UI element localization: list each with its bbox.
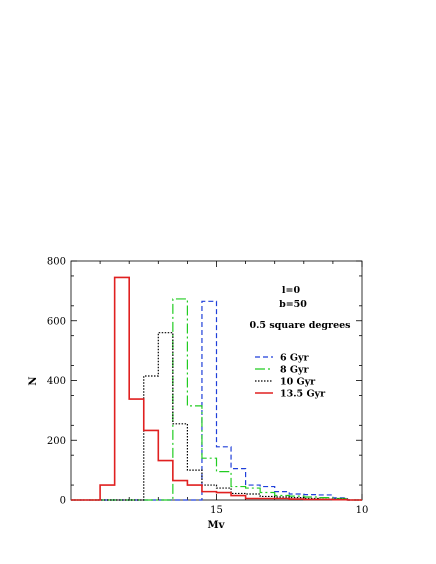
series-10-gyr-line	[71, 332, 362, 501]
annotation-area: 0.5 square degrees	[249, 320, 350, 331]
tick-labels: 0 200 400 600 800 15 10	[47, 257, 368, 517]
axis-ticks	[71, 260, 363, 501]
series-13-5-gyr-line	[71, 276, 362, 501]
annotation-b: b=50	[279, 299, 307, 310]
legend-label: 10 Gyr	[280, 377, 316, 388]
legend-label: 6 Gyr	[280, 353, 310, 364]
x-tick-label: 15	[210, 505, 223, 516]
legend-label: 8 Gyr	[280, 365, 310, 376]
series-group	[71, 276, 362, 501]
y-tick-label: 0	[60, 496, 66, 507]
x-axis-label: Mv	[208, 520, 226, 531]
y-tick-label: 400	[47, 376, 66, 387]
annotation-l: l=0	[282, 285, 301, 296]
y-tick-label: 600	[47, 316, 66, 327]
y-tick-label: 200	[47, 436, 66, 447]
y-axis-label: N	[28, 376, 39, 385]
series-8-gyr-line	[71, 298, 362, 501]
y-tick-label: 800	[47, 257, 66, 268]
legend-label: 13.5 Gyr	[280, 389, 326, 400]
x-tick-label: 10	[356, 505, 369, 516]
